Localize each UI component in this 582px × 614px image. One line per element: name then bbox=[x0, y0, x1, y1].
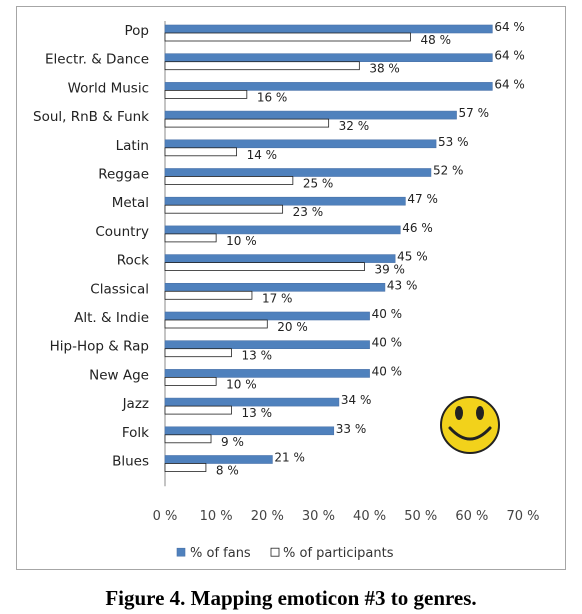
bar-fans bbox=[164, 340, 370, 350]
value-label-fans: 40 % bbox=[372, 336, 403, 350]
value-label-participants: 23 % bbox=[293, 205, 324, 219]
bar-participants bbox=[164, 319, 268, 329]
value-label-participants: 39 % bbox=[374, 263, 405, 277]
bar-fans bbox=[164, 455, 273, 464]
legend-label-participants: % of participants bbox=[283, 546, 394, 561]
value-label-fans: 57 % bbox=[459, 106, 490, 120]
value-label-participants: 10 % bbox=[226, 234, 257, 248]
value-label-fans: 45 % bbox=[397, 250, 428, 264]
bar-participants bbox=[164, 262, 365, 272]
value-label-fans: 40 % bbox=[372, 364, 403, 378]
chart-frame: Pop 64 % 48 % Electr. & Dance 64 % 38 % World … bbox=[16, 6, 566, 570]
bar-participants bbox=[164, 90, 248, 99]
value-label-participants: 14 % bbox=[247, 148, 278, 162]
x-tick-label: 10 % bbox=[200, 509, 233, 524]
value-label-participants: 38 % bbox=[369, 62, 400, 76]
category-label: Classical bbox=[90, 281, 149, 297]
x-tick-label: 0 % bbox=[153, 509, 178, 524]
category-label: Hip-Hop & Rap bbox=[50, 339, 149, 355]
category-label: Soul, RnB & Funk bbox=[33, 109, 149, 125]
legend-swatch-participants bbox=[270, 547, 280, 557]
x-tick-label: 60 % bbox=[455, 509, 488, 524]
value-label-fans: 21 % bbox=[274, 451, 305, 465]
bar-fans bbox=[164, 426, 335, 436]
value-label-fans: 64 % bbox=[494, 20, 525, 34]
value-label-fans: 46 % bbox=[402, 221, 433, 235]
bar-participants bbox=[164, 147, 237, 157]
bar-fans bbox=[164, 397, 340, 407]
bar-chart: Pop 64 % 48 % Electr. & Dance 64 % 38 % World … bbox=[33, 20, 540, 561]
value-label-participants: 48 % bbox=[420, 33, 451, 47]
value-label-participants: 16 % bbox=[257, 90, 288, 104]
value-label-fans: 34 % bbox=[341, 393, 372, 407]
bar-fans bbox=[164, 110, 457, 120]
value-label-participants: 13 % bbox=[241, 406, 272, 420]
bar-fans bbox=[164, 82, 493, 91]
bar-participants bbox=[164, 348, 232, 358]
category-label: Rock bbox=[117, 253, 149, 269]
value-label-fans: 64 % bbox=[494, 77, 525, 91]
value-label-fans: 64 % bbox=[494, 49, 525, 63]
category-label: New Age bbox=[89, 367, 149, 383]
category-label: Jazz bbox=[122, 396, 149, 412]
category-label: Blues bbox=[112, 454, 149, 470]
bar-fans bbox=[164, 168, 432, 177]
category-label: World Music bbox=[68, 80, 149, 96]
bar-fans bbox=[164, 53, 493, 63]
smiley-icon bbox=[440, 396, 500, 454]
x-tick-label: 30 % bbox=[302, 509, 335, 524]
category-label: Electr. & Dance bbox=[45, 52, 149, 68]
value-label-fans: 52 % bbox=[433, 164, 464, 178]
value-label-participants: 10 % bbox=[226, 377, 257, 391]
value-label-participants: 17 % bbox=[262, 291, 293, 305]
bar-fans bbox=[164, 311, 370, 321]
x-tick-label: 50 % bbox=[404, 509, 437, 524]
value-label-participants: 25 % bbox=[303, 177, 334, 191]
bar-participants bbox=[164, 204, 284, 214]
bar-participants bbox=[164, 405, 232, 415]
x-tick-label: 40 % bbox=[353, 509, 386, 524]
x-tick-label: 20 % bbox=[251, 509, 284, 524]
bar-participants bbox=[164, 118, 330, 128]
value-label-fans: 40 % bbox=[372, 307, 403, 321]
legend-swatch-fans bbox=[176, 547, 186, 557]
category-label: Reggae bbox=[98, 167, 149, 183]
bar-participants bbox=[164, 290, 253, 300]
category-label: Metal bbox=[112, 195, 149, 211]
value-label-participants: 20 % bbox=[277, 320, 308, 334]
category-label: Alt. & Indie bbox=[74, 310, 149, 326]
bar-fans bbox=[164, 139, 437, 149]
bar-fans bbox=[164, 225, 401, 235]
value-label-participants: 8 % bbox=[216, 464, 239, 478]
value-label-fans: 53 % bbox=[438, 135, 469, 149]
value-label-fans: 43 % bbox=[387, 278, 418, 292]
category-label: Country bbox=[95, 224, 149, 240]
bar-participants bbox=[164, 61, 360, 71]
bar-participants bbox=[164, 32, 411, 42]
value-label-participants: 9 % bbox=[221, 435, 244, 449]
bar-fans bbox=[164, 196, 406, 206]
bar-fans bbox=[164, 24, 493, 34]
category-label: Latin bbox=[116, 138, 149, 154]
value-label-participants: 32 % bbox=[339, 119, 370, 133]
bar-fans bbox=[164, 369, 370, 378]
bar-participants bbox=[164, 376, 217, 386]
category-label: Folk bbox=[122, 425, 149, 441]
value-label-fans: 47 % bbox=[407, 192, 438, 206]
bar-participants bbox=[164, 463, 207, 472]
bar-participants bbox=[164, 176, 294, 185]
value-label-participants: 13 % bbox=[241, 349, 272, 363]
legend-label-fans: % of fans bbox=[190, 546, 251, 561]
figure-caption: Figure 4. Mapping emoticon #3 to genres. bbox=[105, 586, 477, 610]
category-label: Pop bbox=[125, 23, 150, 39]
bar-participants bbox=[164, 233, 217, 243]
x-tick-label: 70 % bbox=[506, 509, 539, 524]
bar-fans bbox=[164, 254, 396, 263]
bar-participants bbox=[164, 434, 212, 444]
bar-fans bbox=[164, 282, 386, 292]
value-label-fans: 33 % bbox=[336, 422, 367, 436]
